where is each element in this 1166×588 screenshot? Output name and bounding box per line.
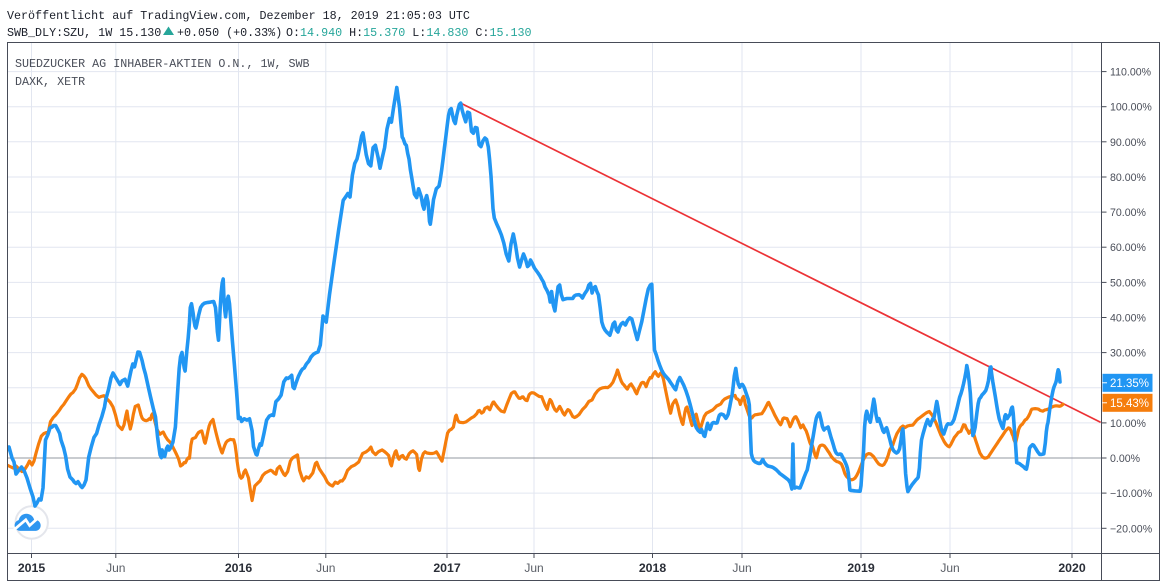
svg-text:Veröffentlicht auf TradingView: Veröffentlicht auf TradingView.com, Deze… (7, 9, 470, 23)
svg-text:21.35%: 21.35% (1110, 378, 1149, 390)
svg-text:Jun: Jun (316, 561, 335, 575)
svg-text:110.00%: 110.00% (1110, 67, 1152, 79)
svg-text:2017: 2017 (433, 561, 461, 575)
svg-text:Jun: Jun (106, 561, 125, 575)
svg-text:DAXK, XETR: DAXK, XETR (15, 75, 85, 89)
svg-text:80.00%: 80.00% (1110, 172, 1147, 184)
svg-text:SWB_DLY:SZU, 1W 15.130: SWB_DLY:SZU, 1W 15.130 (7, 26, 161, 40)
svg-text:90.00%: 90.00% (1110, 137, 1147, 149)
svg-text:2015: 2015 (18, 561, 46, 575)
svg-text:60.00%: 60.00% (1110, 242, 1147, 254)
svg-text:SUEDZUCKER AG INHABER-AKTIEN O: SUEDZUCKER AG INHABER-AKTIEN O.N., 1W, S… (15, 57, 310, 71)
svg-text:Jun: Jun (524, 561, 543, 575)
svg-text:30.00%: 30.00% (1110, 348, 1147, 360)
svg-text:10.00%: 10.00% (1110, 418, 1147, 430)
svg-text:2019: 2019 (847, 561, 875, 575)
svg-text:70.00%: 70.00% (1110, 207, 1147, 219)
svg-text:+0.050 (+0.33%): +0.050 (+0.33%) (177, 26, 282, 40)
svg-text:15.43%: 15.43% (1110, 398, 1149, 410)
svg-text:100.00%: 100.00% (1110, 102, 1152, 114)
svg-text:0.00%: 0.00% (1110, 453, 1141, 465)
svg-text:50.00%: 50.00% (1110, 277, 1147, 289)
svg-text:40.00%: 40.00% (1110, 313, 1147, 325)
svg-text:2018: 2018 (639, 561, 667, 575)
svg-text:−20.00%: −20.00% (1110, 523, 1153, 535)
svg-text:Jun: Jun (732, 561, 751, 575)
svg-text:2016: 2016 (225, 561, 253, 575)
svg-text:Jun: Jun (940, 561, 959, 575)
svg-text:−10.00%: −10.00% (1110, 488, 1153, 500)
svg-text:2020: 2020 (1058, 561, 1086, 575)
svg-text:O:14.940 H:15.370 L:14.830 C:1: O:14.940 H:15.370 L:14.830 C:15.130 (286, 26, 532, 40)
